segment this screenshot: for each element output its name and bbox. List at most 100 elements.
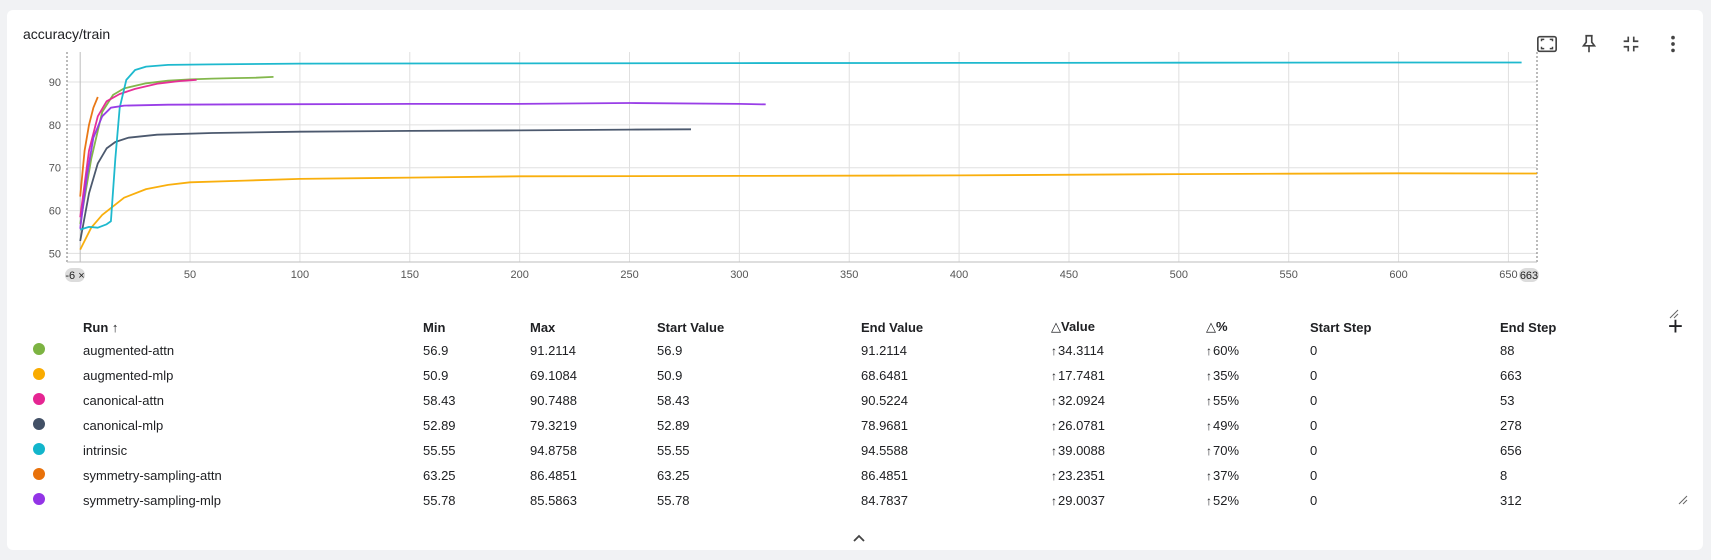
- run-delta-pct: ↑60%: [1206, 343, 1240, 358]
- arrow-up-icon: ↑: [1051, 494, 1057, 508]
- arrow-up-icon: ↑: [1206, 369, 1212, 383]
- run-end-step: 663: [1500, 368, 1522, 383]
- run-color-cell: [19, 463, 83, 488]
- arrow-up-icon: ↑: [1051, 394, 1057, 408]
- arrow-up-icon: ↑: [1206, 469, 1212, 483]
- table-row[interactable]: symmetry-sampling-attn 63.25 86.4851 63.25 8…: [19, 463, 1699, 488]
- more-button[interactable]: [1659, 30, 1687, 58]
- run-color-dot[interactable]: [33, 493, 45, 505]
- add-column-button[interactable]: +: [1667, 311, 1683, 341]
- run-color-dot[interactable]: [33, 393, 45, 405]
- table-row[interactable]: canonical-mlp 52.89 79.3219 52.89 78.9681 ↑26…: [19, 413, 1699, 438]
- run-color-dot[interactable]: [33, 468, 45, 480]
- run-color-cell: [19, 438, 83, 463]
- chart-resize-handle[interactable]: [1669, 306, 1679, 324]
- card-resize-handle[interactable]: [1678, 492, 1688, 510]
- header-run[interactable]: Run ↑: [83, 319, 119, 335]
- header-start-value[interactable]: Start Value: [657, 319, 725, 335]
- run-delta-value: ↑29.0037: [1051, 493, 1105, 508]
- run-max: 90.7488: [530, 393, 577, 408]
- x-tick-label: 450: [1060, 269, 1078, 281]
- fit-domain-button[interactable]: [1533, 30, 1561, 58]
- line-chart[interactable]: 50 60 70 80 90 50 100 150 200 250 300 350 400 450 500 5…: [7, 10, 1703, 310]
- collapse-button[interactable]: [1617, 30, 1645, 58]
- x-tick-label: 500: [1170, 269, 1188, 281]
- run-start-value: 56.9: [657, 343, 683, 358]
- run-delta-pct: ↑52%: [1206, 493, 1240, 508]
- run-color-dot[interactable]: [33, 418, 45, 430]
- run-end-value: 91.2114: [861, 343, 908, 358]
- run-delta-value: ↑26.0781: [1051, 418, 1105, 433]
- x-tick-label: 100: [291, 269, 309, 281]
- run-min: 56.9: [423, 343, 449, 358]
- run-end-step: 278: [1500, 418, 1522, 433]
- x-tick-label: 300: [730, 269, 748, 281]
- arrow-up-icon: ↑: [1206, 344, 1212, 358]
- run-start-value: 55.78: [657, 493, 690, 508]
- header-end-value[interactable]: End Value: [861, 319, 924, 335]
- run-delta-value: ↑34.3114: [1051, 343, 1105, 358]
- run-min: 55.55: [423, 443, 456, 458]
- y-tick-label: 50: [49, 248, 61, 260]
- collapse-table-button[interactable]: [852, 530, 866, 548]
- arrow-up-icon: ↑: [1206, 394, 1212, 408]
- run-start-step: 0: [1310, 443, 1318, 458]
- arrow-up-icon: ↑: [1051, 469, 1057, 483]
- x-range-min-pill: -6 ×: [65, 268, 85, 282]
- table-row[interactable]: symmetry-sampling-mlp 55.78 85.5863 55.78 84…: [19, 488, 1699, 513]
- fit-screen-icon: [1537, 35, 1557, 53]
- header-end-step[interactable]: End Step: [1500, 319, 1557, 335]
- run-start-step: 0: [1310, 468, 1318, 483]
- run-name: symmetry-sampling-attn: [83, 468, 222, 483]
- arrow-up-icon: ↑: [1206, 444, 1212, 458]
- run-color-cell: [19, 413, 83, 438]
- run-max: 94.8758: [530, 443, 577, 458]
- run-delta-value: ↑39.0088: [1051, 443, 1105, 458]
- run-name: augmented-attn: [83, 343, 175, 358]
- run-color-dot[interactable]: [33, 343, 45, 355]
- header-delta-value[interactable]: △Value: [1051, 319, 1095, 334]
- pin-button[interactable]: [1575, 30, 1603, 58]
- run-color-dot[interactable]: [33, 443, 45, 455]
- x-range-max-pill-text: 663: [1520, 270, 1538, 282]
- run-end-step: 53: [1500, 393, 1515, 408]
- run-start-step: 0: [1310, 368, 1318, 383]
- run-name: augmented-mlp: [83, 368, 174, 383]
- table-header-row: Run ↑ Min Max Start Value End Value △Val…: [19, 316, 1699, 338]
- arrow-up-icon: ↑: [1051, 369, 1057, 383]
- run-end-step: 88: [1500, 343, 1515, 358]
- arrow-up-icon: ↑: [1051, 444, 1057, 458]
- delta-icon: △: [1051, 319, 1061, 334]
- x-tick-label: 550: [1280, 269, 1298, 281]
- run-end-value: 84.7837: [861, 493, 908, 508]
- header-delta-pct[interactable]: △%: [1206, 319, 1228, 334]
- run-color-dot[interactable]: [33, 368, 45, 380]
- run-start-value: 55.55: [657, 443, 690, 458]
- series-line-canonical-mlp: [79, 128, 692, 242]
- run-delta-pct: ↑55%: [1206, 393, 1240, 408]
- run-delta-value: ↑17.7481: [1051, 368, 1105, 383]
- run-start-value: 63.25: [657, 468, 690, 483]
- table-row[interactable]: augmented-attn 56.9 91.2114 56.9 91.2114 ↑34.…: [19, 338, 1699, 363]
- table-row[interactable]: intrinsic 55.55 94.8758 55.55 94.5588 ↑39.008…: [19, 438, 1699, 463]
- table-row[interactable]: canonical-attn 58.43 90.7488 58.43 90.5224 ↑3…: [19, 388, 1699, 413]
- run-start-value: 52.89: [657, 418, 690, 433]
- header-start-step[interactable]: Start Step: [1310, 319, 1372, 335]
- header-min[interactable]: Min: [423, 319, 446, 335]
- x-tick-label: 200: [510, 269, 528, 281]
- run-max: 69.1084: [530, 368, 577, 383]
- more-vert-icon: [1671, 35, 1675, 53]
- run-max: 86.4851: [530, 468, 577, 483]
- run-color-cell: [19, 488, 83, 513]
- run-end-step: 8: [1500, 468, 1508, 483]
- run-name: canonical-attn: [83, 393, 164, 408]
- header-max[interactable]: Max: [530, 319, 556, 335]
- y-tick-label: 70: [49, 163, 61, 175]
- run-end-value: 90.5224: [861, 393, 908, 408]
- run-delta-pct: ↑70%: [1206, 443, 1240, 458]
- x-tick-label: 650: [1499, 269, 1517, 281]
- run-min: 63.25: [423, 468, 456, 483]
- run-start-value: 58.43: [657, 393, 690, 408]
- run-color-cell: [19, 363, 83, 388]
- table-row[interactable]: augmented-mlp 50.9 69.1084 50.9 68.6481 ↑17.7…: [19, 363, 1699, 388]
